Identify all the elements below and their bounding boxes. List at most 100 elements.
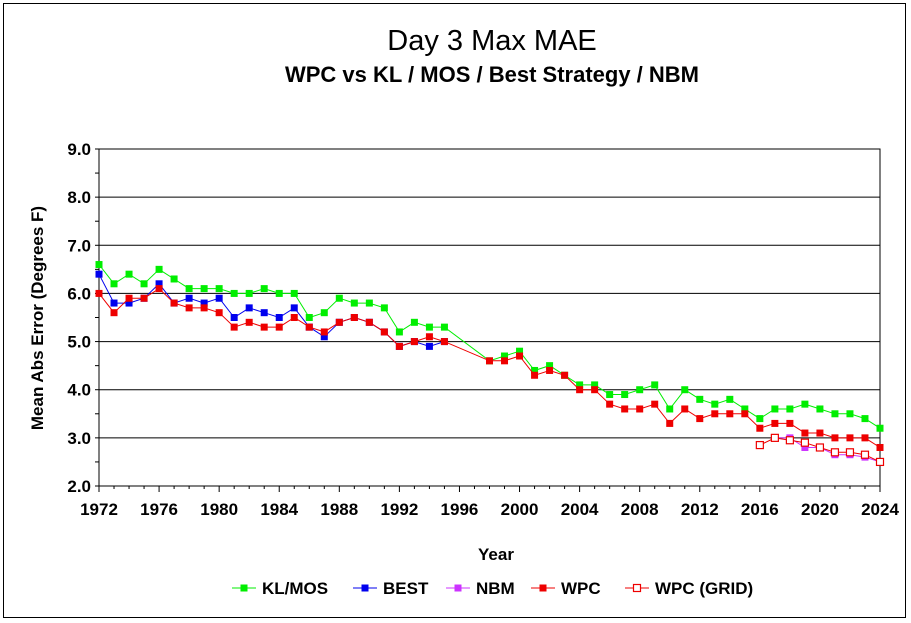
- data-point: [125, 299, 133, 307]
- data-point: [260, 285, 268, 293]
- data-point: [831, 434, 839, 442]
- data-point: [816, 405, 824, 413]
- data-point: [95, 270, 103, 278]
- data-point: [290, 289, 298, 297]
- data-point: [726, 410, 734, 418]
- data-point: [425, 333, 433, 341]
- data-point: [621, 405, 629, 413]
- data-point: [350, 299, 358, 307]
- data-point: [320, 328, 328, 336]
- data-point: [501, 357, 509, 365]
- data-point: [576, 381, 584, 389]
- data-point: [621, 391, 629, 399]
- data-point: [606, 400, 614, 408]
- data-point: [275, 314, 283, 321]
- data-point: [395, 328, 403, 336]
- data-point: [591, 386, 599, 394]
- data-point: [606, 391, 614, 399]
- data-point: [305, 323, 313, 331]
- legend-swatch-marker: [454, 584, 462, 592]
- data-point: [365, 299, 373, 307]
- data-point: [816, 429, 824, 437]
- data-point: [846, 410, 854, 418]
- x-tick-label: 1992: [380, 500, 418, 519]
- chart-title: Day 3 Max MAE: [387, 25, 597, 57]
- data-point: [770, 433, 779, 442]
- x-tick-label: 2024: [861, 500, 899, 519]
- data-point: [335, 294, 343, 302]
- x-tick-label: 1976: [140, 500, 178, 519]
- data-point: [110, 309, 118, 317]
- data-point: [771, 405, 779, 413]
- data-point: [861, 415, 869, 423]
- data-point: [155, 265, 163, 273]
- data-point: [320, 333, 328, 341]
- data-point: [831, 410, 839, 418]
- x-tick-label: 2000: [501, 500, 539, 519]
- data-point: [681, 386, 689, 394]
- x-tick-label: 2008: [621, 500, 659, 519]
- data-point: [696, 395, 704, 403]
- data-point: [200, 304, 208, 312]
- data-point: [110, 299, 118, 307]
- y-tick-label: 5.0: [67, 333, 91, 352]
- series-wpc-grid: [755, 433, 885, 467]
- data-point: [155, 280, 163, 288]
- data-point: [260, 309, 268, 317]
- legend-label: KL/MOS: [262, 579, 328, 598]
- y-axis-label: Mean Abs Error (Degrees F): [28, 206, 47, 430]
- data-point: [861, 434, 869, 442]
- data-point: [876, 424, 884, 432]
- data-point: [711, 410, 719, 418]
- data-point: [651, 381, 659, 389]
- data-point: [260, 323, 268, 331]
- x-tick-label: 1988: [320, 500, 358, 519]
- data-point: [845, 448, 855, 457]
- data-point: [786, 419, 794, 427]
- data-point: [801, 400, 809, 408]
- data-point: [546, 366, 554, 374]
- data-point: [185, 294, 193, 302]
- y-tick-label: 4.0: [67, 381, 91, 400]
- series-layer: [95, 261, 885, 467]
- data-point: [756, 415, 764, 423]
- y-axis-ticks: 2.0 3.0 4.0 5.0 6.0 7.0 8.0 9.0: [67, 140, 91, 496]
- x-tick-label: 2004: [561, 500, 599, 519]
- data-point: [726, 395, 734, 403]
- data-point: [140, 280, 148, 288]
- data-point: [546, 362, 554, 370]
- data-point: [290, 314, 298, 321]
- data-point: [755, 440, 764, 450]
- data-point: [215, 285, 223, 293]
- y-tick-label: 3.0: [67, 429, 91, 448]
- legend-item-best: BEST: [353, 579, 429, 598]
- legend-label: NBM: [476, 579, 515, 598]
- data-point: [815, 443, 825, 452]
- x-tick-label: 1980: [200, 500, 238, 519]
- data-point: [696, 415, 704, 423]
- data-point: [516, 352, 524, 360]
- data-point: [711, 400, 719, 408]
- legend-label: WPC (GRID): [655, 579, 753, 598]
- data-point: [95, 261, 103, 269]
- data-point: [875, 457, 885, 467]
- data-point: [591, 381, 599, 389]
- data-point: [501, 352, 509, 360]
- data-point: [170, 275, 178, 283]
- x-tick-label: 1972: [80, 500, 118, 519]
- data-point: [200, 299, 208, 307]
- data-point: [380, 304, 388, 312]
- chart: Day 3 Max MAE WPC vs KL / MOS / Best Str…: [28, 25, 899, 598]
- legend-item-nbm: NBM: [446, 579, 515, 598]
- data-point: [741, 410, 749, 418]
- data-point: [215, 309, 223, 317]
- data-point: [576, 386, 584, 394]
- data-point: [531, 366, 539, 374]
- data-point: [230, 323, 238, 331]
- legend-item-wpc-grid: WPC (GRID): [625, 579, 753, 598]
- data-point: [320, 309, 328, 317]
- data-point: [170, 299, 178, 307]
- legend: KL/MOS BEST NBM WPC WPC (GRID): [232, 579, 753, 598]
- series-wpc: [95, 285, 884, 451]
- series-kl-mos: [95, 261, 884, 432]
